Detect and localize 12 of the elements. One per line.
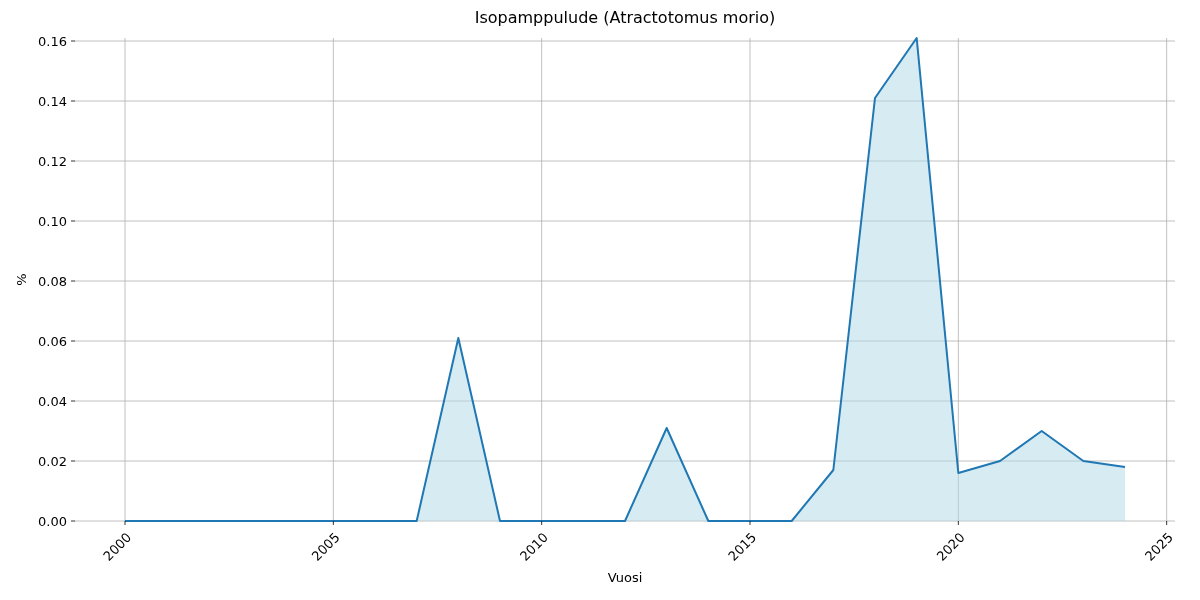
y-tick-label: 0.04: [38, 393, 67, 409]
y-tick-label: 0.06: [38, 333, 67, 349]
y-tick-label: 0.12: [38, 153, 67, 169]
y-tick-label: 0.08: [38, 273, 67, 289]
y-tick-label: 0.02: [38, 453, 67, 469]
y-tick-label: 0.16: [38, 33, 67, 49]
x-axis-title: Vuosi: [607, 570, 643, 585]
y-tick-label: 0.00: [38, 513, 67, 529]
y-tick-label: 0.14: [38, 93, 67, 109]
y-axis-title: %: [14, 273, 29, 286]
chart-title: Isopamppulude (Atractotomus morio): [474, 8, 776, 27]
y-tick-label: 0.10: [38, 213, 67, 229]
